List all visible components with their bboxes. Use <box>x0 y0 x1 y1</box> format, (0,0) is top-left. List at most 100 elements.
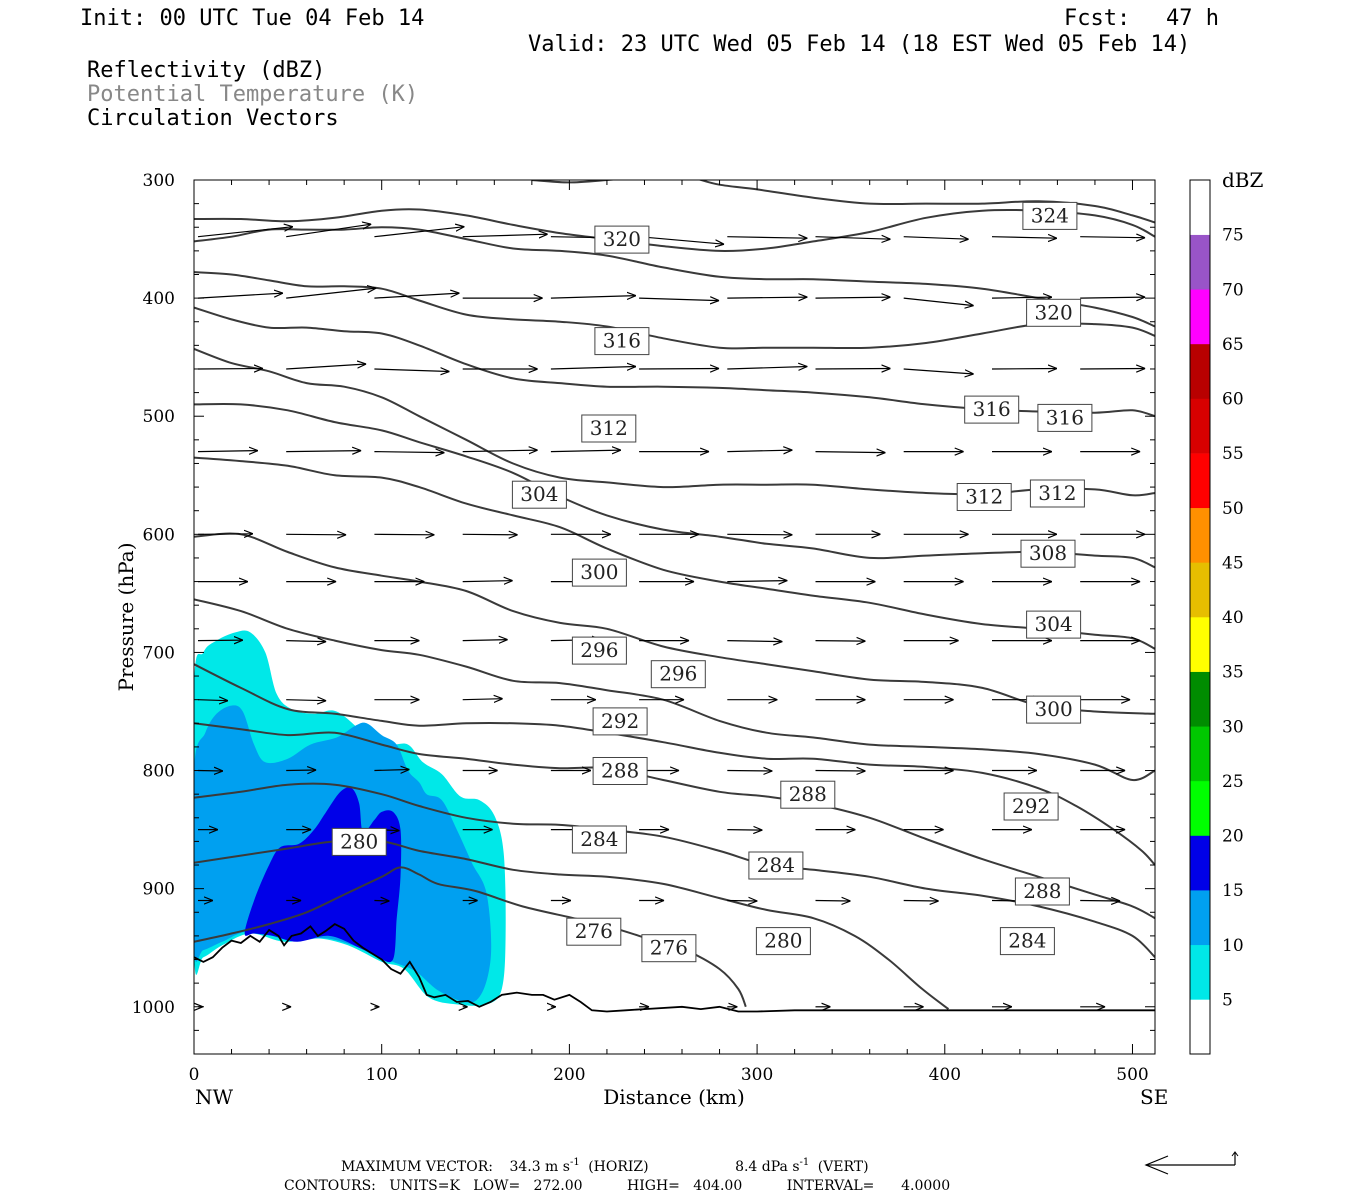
colorbar-label: 5 <box>1222 990 1233 1010</box>
circulation-vector <box>815 901 851 902</box>
theta-label-text: 316 <box>1046 405 1084 429</box>
circulation-vector <box>286 641 326 642</box>
colorbar-swatch <box>1190 890 1210 946</box>
circulation-vector <box>286 364 366 370</box>
y-tick-label: 300 <box>143 171 175 191</box>
circulation-vector <box>727 830 762 831</box>
theta-label-text: 316 <box>603 329 641 353</box>
theta-label-text: 284 <box>580 827 618 851</box>
theta-contour-320k <box>194 271 1155 350</box>
circulation-vector <box>815 369 891 370</box>
theta-label-text: 296 <box>659 662 697 686</box>
theta-label-text: 312 <box>965 485 1003 509</box>
theta-label-text: 288 <box>1023 879 1061 903</box>
theta-contour-labels: 320 324 316 320 312 316 316 304 312 312 308 300 304 2… <box>331 201 1093 963</box>
theta-contour-324k <box>697 180 1155 224</box>
colorbar-label: 25 <box>1222 772 1244 792</box>
circulation-vector <box>727 450 792 452</box>
circulation-vector <box>286 288 376 299</box>
circulation-vector <box>462 640 508 641</box>
theta-label-text: 300 <box>580 560 618 584</box>
colorbar-swatch <box>1190 726 1210 782</box>
x-tick-label: 400 <box>929 1065 961 1085</box>
circulation-vector <box>197 451 258 452</box>
y-tick-label: 500 <box>143 407 175 427</box>
colorbar-label: 15 <box>1222 881 1244 901</box>
theta-contour-304k <box>194 456 1155 650</box>
field-reflectivity: Reflectivity (dBZ) <box>87 58 325 83</box>
theta-label: 320 <box>594 225 650 254</box>
theta-label-text: 304 <box>520 482 558 506</box>
theta-label: 304 <box>511 480 567 509</box>
theta-label: 300 <box>1026 695 1082 724</box>
colorbar-swatch <box>1190 180 1210 235</box>
x-tick-label: 500 <box>1116 1065 1148 1085</box>
circulation-vector <box>374 534 434 535</box>
circulation-vector <box>197 640 243 641</box>
circulation-vector <box>197 534 253 535</box>
colorbar-swatch <box>1190 562 1210 618</box>
theta-label-text: 288 <box>601 759 639 783</box>
circulation-vector <box>550 296 636 299</box>
theta-label: 312 <box>956 483 1012 511</box>
circulation-vector <box>286 224 371 238</box>
colorbar-label: 55 <box>1222 444 1244 464</box>
circulation-vector <box>727 237 807 239</box>
axes: 0 100 200 300 400 500 300 400 500 600 700 800 900 100… <box>132 171 1155 1085</box>
circulation-vector <box>727 771 772 772</box>
circulation-vector <box>727 534 792 535</box>
circulation-vector <box>286 700 326 701</box>
circulation-vector <box>815 641 866 642</box>
y-tick-label: 800 <box>143 762 175 782</box>
circulation-vector <box>286 534 346 535</box>
y-tick-label: 700 <box>143 643 175 663</box>
theta-label: 276 <box>641 934 697 963</box>
theta-label: 288 <box>1014 877 1070 906</box>
circulation-vector <box>903 297 974 306</box>
colorbar-swatch <box>1190 398 1210 454</box>
theta-label: 280 <box>755 927 811 956</box>
circulation-vector <box>727 581 787 582</box>
circulation-vector <box>462 450 538 452</box>
colorbar-label: 70 <box>1222 280 1244 300</box>
colorbar-swatch <box>1190 343 1210 399</box>
colorbar-swatch <box>1190 617 1210 672</box>
x-end-label-left: NW <box>195 1085 234 1109</box>
max-vector-text: MAXIMUM VECTOR: 34.3 m s-1 (HORIZ) 8.4 d… <box>341 1153 869 1175</box>
theta-label: 312 <box>581 414 637 443</box>
circulation-vector <box>462 234 548 237</box>
circulation-vector <box>639 369 719 370</box>
theta-contour-328k <box>531 180 620 184</box>
theta-label-text: 312 <box>1038 481 1076 505</box>
circulation-vector <box>550 367 636 370</box>
theta-label: 292 <box>1003 792 1059 821</box>
y-tick-label: 600 <box>143 525 175 545</box>
circulation-vector <box>1080 901 1120 902</box>
theta-label-text: 320 <box>603 227 641 251</box>
reference-vector-arrow <box>1144 1151 1239 1175</box>
circulation-vector <box>727 297 807 298</box>
theta-label: 288 <box>592 757 648 785</box>
x-end-label-right: SE <box>1140 1085 1168 1109</box>
theta-label: 316 <box>1037 403 1093 432</box>
theta-label: 276 <box>566 917 622 946</box>
plot-frame <box>193 179 1156 1055</box>
colorbar-label: 40 <box>1222 608 1244 628</box>
contours-info: CONTOURS: UNITS=K LOW= 272.00 HIGH= 404.… <box>284 1178 950 1194</box>
theta-label-text: 280 <box>764 929 802 953</box>
theta-label-text: 288 <box>789 782 827 806</box>
theta-label-text: 284 <box>757 853 795 877</box>
theta-label: 304 <box>1026 610 1082 639</box>
theta-label: 284 <box>748 851 804 880</box>
theta-label-text: 300 <box>1035 697 1073 721</box>
circulation-vector <box>815 297 891 298</box>
field-circulation-vectors: Circulation Vectors <box>87 106 339 131</box>
circulation-vector <box>1080 237 1145 238</box>
theta-label-text: 308 <box>1029 541 1067 565</box>
circulation-vector <box>197 369 263 370</box>
colorbar-label: 75 <box>1222 226 1244 246</box>
theta-label-text: 276 <box>575 919 613 943</box>
circulation-vector <box>815 771 866 772</box>
colorbar-label: 35 <box>1222 663 1244 683</box>
footer: MAXIMUM VECTOR: 34.3 m s-1 (HORIZ) 8.4 d… <box>284 1151 1239 1194</box>
